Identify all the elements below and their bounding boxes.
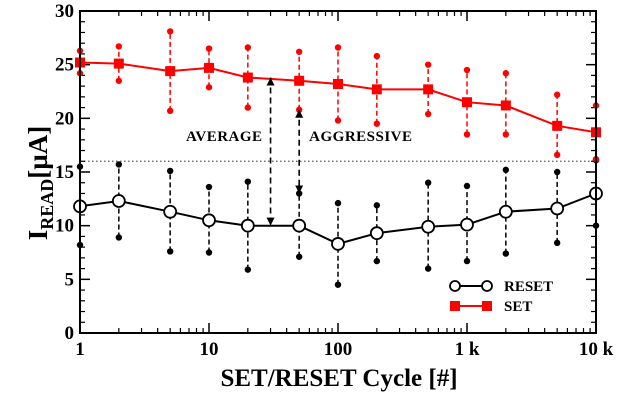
y-tick-label: 25	[55, 55, 74, 76]
error-bar-low-cap	[205, 84, 213, 91]
plot-frame	[79, 10, 597, 334]
error-bar-high-cap	[334, 199, 342, 207]
data-point-set	[294, 75, 305, 86]
annotation-aggressive: AGGRESSIVE	[309, 129, 412, 145]
error-bar-low-cap	[334, 281, 342, 288]
data-point-reset	[331, 237, 345, 251]
x-tick-label: 1	[75, 339, 85, 360]
data-point-set	[204, 62, 214, 73]
legend-marker	[449, 280, 461, 292]
annotation-arrowhead-up	[295, 109, 304, 118]
error-bar-high-cap	[166, 167, 174, 175]
data-point-reset	[292, 218, 307, 233]
error-bar-low-cap	[553, 239, 561, 247]
y-tick-label: 30	[55, 1, 74, 22]
annotation-average: AVERAGE	[186, 129, 263, 145]
error-bar-high-cap	[424, 61, 432, 68]
data-point-set	[462, 97, 472, 108]
error-bar-low-cap	[205, 249, 213, 256]
error-bar-low-cap	[115, 77, 123, 84]
error-bar-high-cap	[373, 52, 381, 60]
error-bar-high-cap	[424, 179, 432, 186]
error-bar-low-cap	[373, 257, 381, 265]
error-bar-high-cap	[334, 44, 342, 51]
error-bar-high-cap	[115, 43, 123, 50]
error-bar-low-cap	[334, 117, 342, 124]
data-point-set	[423, 84, 434, 95]
y-axis-title: IREAD[µA]	[23, 126, 57, 241]
y-tick-label: 10	[55, 216, 74, 237]
y-axis-title-main: I	[23, 230, 53, 241]
error-bar-low-cap	[424, 265, 432, 272]
error-bar-low-cap	[502, 250, 510, 257]
y-tick-label: 5	[65, 269, 75, 290]
x-tick-label: 100	[324, 339, 353, 360]
data-point-set	[333, 78, 343, 89]
error-bar-low-cap	[424, 110, 432, 118]
data-point-reset	[369, 226, 384, 241]
y-tick-label: 20	[55, 108, 74, 129]
error-bar-low-cap	[166, 248, 174, 255]
error-bar-high-cap	[244, 44, 252, 51]
x-tick-label: 10	[200, 339, 219, 360]
x-tick-label: 10 k	[579, 339, 614, 360]
error-bar-low-cap	[373, 120, 381, 127]
error-bar-high-cap	[205, 183, 213, 191]
legend-marker	[481, 280, 493, 292]
error-bar-high-cap	[295, 48, 303, 55]
data-point-reset	[202, 213, 216, 228]
error-bar-low-cap	[295, 253, 303, 260]
data-point-set	[242, 72, 253, 83]
legend-label-set: SET	[504, 299, 532, 315]
error-bar-low-cap	[166, 107, 174, 115]
error-bar-low-cap	[463, 131, 471, 138]
legend-marker	[450, 301, 460, 311]
data-point-set	[371, 84, 382, 95]
data-point-set	[500, 100, 511, 111]
error-bar-high-cap	[295, 190, 303, 197]
data-point-set	[113, 58, 124, 69]
legend-marker	[482, 301, 492, 311]
error-bar-high-cap	[373, 202, 381, 209]
error-bar-low-cap	[553, 151, 561, 159]
error-bar-high-cap	[502, 70, 510, 77]
error-bar-low-cap	[244, 266, 252, 273]
y-tick-label: 0	[65, 323, 75, 344]
error-bar-high-cap	[115, 161, 123, 168]
data-point-set	[165, 66, 176, 77]
error-bar-high-cap	[205, 45, 213, 52]
data-point-reset	[421, 219, 436, 234]
y-tick-label: 15	[55, 162, 74, 183]
x-tick-label: 1 k	[455, 339, 480, 360]
error-bar-high-cap	[463, 66, 471, 74]
data-point-reset	[111, 194, 126, 208]
y-axis-title-sub: READ	[37, 179, 57, 230]
data-point-reset	[550, 201, 565, 216]
legend-label-reset: RESET	[504, 279, 553, 295]
error-bar-high-cap	[502, 166, 510, 174]
annotation-arrowhead-up	[266, 77, 275, 86]
data-point-reset	[163, 204, 178, 219]
error-bar-high-cap	[244, 178, 252, 185]
error-bar-high-cap	[463, 182, 471, 190]
error-bar-high-cap	[553, 91, 561, 98]
error-bar-low-cap	[502, 131, 510, 138]
data-point-reset	[240, 218, 255, 233]
y-axis-title-unit: [µA]	[23, 126, 53, 179]
data-point-reset	[460, 217, 474, 232]
x-axis-title: SET/RESET Cycle [#]	[220, 365, 457, 392]
data-point-set	[552, 120, 563, 131]
error-bar-low-cap	[115, 234, 123, 241]
error-bar-high-cap	[166, 28, 174, 35]
error-bar-high-cap	[553, 168, 561, 176]
error-bar-low-cap	[463, 257, 471, 265]
data-point-reset	[498, 204, 513, 219]
error-bar-low-cap	[244, 104, 252, 111]
